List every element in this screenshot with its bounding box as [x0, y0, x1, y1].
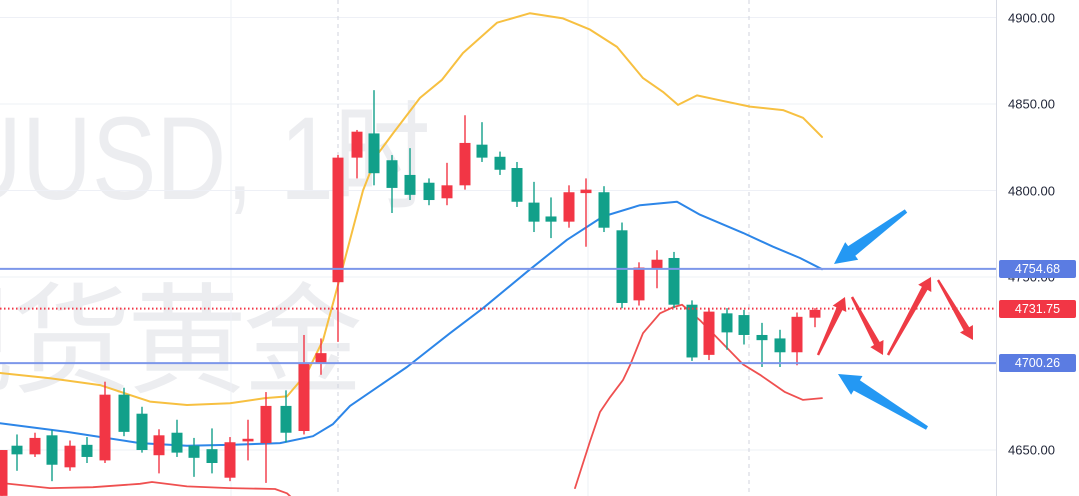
candle-body-down	[64, 445, 76, 468]
candle-body-down	[153, 435, 165, 456]
price-badge-4700.26: 4700.26	[999, 354, 1076, 373]
candle-body-down	[441, 185, 453, 199]
candle-body-down	[703, 311, 715, 355]
candle-body-up	[171, 432, 183, 453]
candle-body-down	[298, 362, 310, 431]
candle-body-up	[528, 202, 540, 222]
blue-arrow-to-resistance-arrow[interactable]	[834, 209, 908, 264]
candle-body-up	[188, 445, 200, 458]
price-tick-label-4800.00: 4800.00	[1008, 183, 1055, 198]
candle-body-up	[756, 334, 768, 341]
candle-body-down	[29, 437, 41, 455]
price-badge-4731.75: 4731.75	[999, 299, 1076, 318]
candle-body-up	[721, 313, 733, 333]
projection-up-2-arrow[interactable]	[886, 277, 932, 356]
candle-body-up	[404, 174, 416, 195]
candle-body-down	[791, 316, 803, 353]
candle-body-up	[668, 257, 680, 305]
ma-slow-yellow-path	[0, 12, 823, 406]
projection-down-1-arrow[interactable]	[850, 296, 884, 355]
candle-body-up	[476, 144, 488, 158]
candle-body-up	[368, 133, 380, 174]
candle-body-up	[616, 230, 628, 303]
price-axis[interactable]: 4900.004850.004800.004750.004650.004754.…	[996, 0, 1079, 496]
candle-body-down	[809, 309, 821, 318]
candle-body-up	[511, 168, 523, 202]
candle-body-down	[651, 259, 663, 269]
candle-body-up	[494, 156, 506, 170]
candle-body-up	[774, 338, 786, 353]
blue-arrow-annotations[interactable]	[834, 209, 928, 430]
candle-body-up	[598, 192, 610, 228]
candle-body-up	[423, 182, 435, 201]
candle-body-down	[633, 267, 645, 301]
ma-mid-blue-path	[0, 200, 823, 447]
ma-fast-red	[0, 303, 823, 496]
candle-body-up	[280, 405, 292, 433]
candlestick-layer	[0, 90, 821, 496]
candle-body-down	[99, 394, 111, 461]
candle-body-down	[563, 192, 575, 222]
red-zigzag-annotations[interactable]	[816, 277, 973, 356]
candle-body-down	[224, 442, 236, 478]
candle-body-down	[260, 405, 272, 444]
candle-body-down	[315, 353, 327, 363]
ma-mid-blue	[0, 200, 823, 447]
candle-body-down	[351, 131, 363, 158]
price-tick-label-4650.00: 4650.00	[1008, 442, 1055, 458]
price-badge-4754.68: 4754.68	[999, 259, 1076, 278]
candle-body-down	[580, 189, 592, 194]
ma-fast-red-path	[0, 481, 292, 496]
candle-body-up	[118, 394, 130, 432]
candle-body-up	[81, 444, 93, 457]
candle-body-up	[46, 435, 58, 465]
candle-body-down	[459, 142, 471, 186]
projection-down-2-arrow[interactable]	[937, 279, 973, 340]
candle-body-up	[545, 216, 557, 222]
chart-pane[interactable]	[0, 0, 996, 496]
blue-arrow-to-support-arrow[interactable]	[838, 374, 928, 430]
candle-body-up	[11, 445, 23, 455]
price-tick-label-4900.00: 4900.00	[1008, 10, 1055, 25]
ma-fast-red-path	[574, 303, 823, 490]
candle-body-down	[242, 438, 254, 442]
candle-body-down	[332, 157, 344, 283]
candle-body-up	[206, 449, 218, 464]
price-tick-label-4850.00: 4850.00	[1008, 96, 1055, 112]
candle-body-up	[686, 304, 698, 358]
candle-body-up	[136, 413, 148, 451]
ma-slow-yellow	[0, 12, 823, 406]
candle-body-down	[0, 450, 8, 496]
candle-body-up	[738, 315, 750, 335]
projection-up-1-arrow[interactable]	[816, 297, 847, 356]
candle-body-up	[386, 160, 398, 188]
